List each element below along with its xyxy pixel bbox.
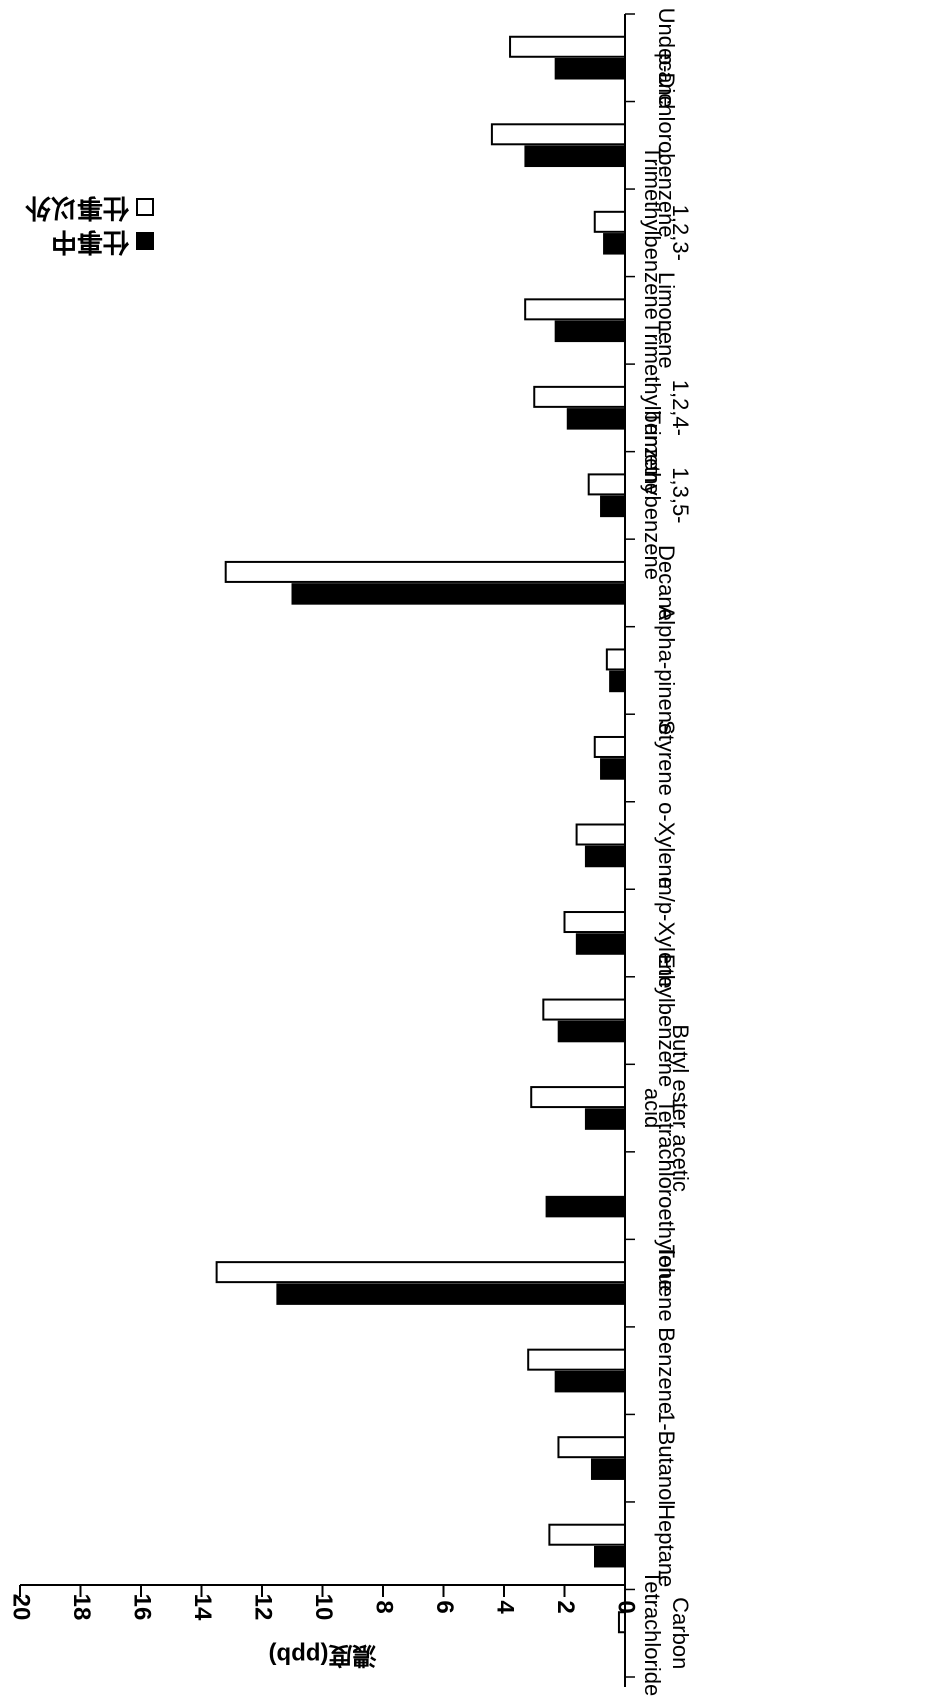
bar-series-2 [542,998,626,1021]
bar-series-2 [224,560,626,583]
bar-series-2 [530,1086,626,1109]
bar-series-1 [291,583,626,605]
value-axis-title: 濃度(ppb) [269,1642,377,1670]
bar-series-1 [554,1370,626,1393]
category-label-line: 1,3,5- [668,467,693,523]
bar-series-2 [524,298,626,321]
value-tick-label: 16 [129,1594,156,1621]
bar-series-2 [593,735,626,758]
bar-series-2 [533,385,626,408]
category-label-line: Decane [654,545,679,621]
category-label-line: 1-Butanol [654,1411,679,1505]
category-label: Toluene [654,1245,679,1322]
value-tick-label: 12 [250,1594,277,1621]
category-label: 1,2,4-Trimethylbenzene [640,321,693,495]
value-tick-label: 18 [68,1594,95,1621]
legend-label-series-2: 仕事以外 [25,193,130,223]
category-label-line: Tetrachloroethylene [654,1100,679,1292]
category-label: 1,2,3-Trimethylbenzene [640,146,693,320]
bar-series-2 [215,1261,626,1284]
category-label-line: Undecane [654,8,679,108]
legend-swatch-series-2 [136,198,154,216]
bar-series-2 [593,210,626,233]
bar-series-2 [509,35,626,58]
bar-series-1 [575,933,626,955]
category-label: Ethylbenzene [654,954,679,1087]
bar-series-2 [490,123,626,146]
bar-series-1 [276,1283,626,1305]
bar-series-2 [563,911,626,934]
category-label-line: Ethylbenzene [654,954,679,1087]
category-label-line: Trimethylbenzene [640,146,665,320]
value-tick-label: 14 [189,1594,216,1621]
category-label-line: Trimethybenzene [640,411,665,580]
bar-series-1 [594,1545,626,1568]
category-label-line: acid [640,1088,665,1128]
legend-swatch-series-1 [136,232,154,250]
bar-series-1 [554,320,626,343]
bar-series-2 [575,823,626,846]
value-tick-label: 8 [371,1600,398,1613]
category-label: 1,3,5-Trimethybenzene [640,411,693,580]
bar-series-1 [600,758,626,780]
bar-series-2 [548,1523,626,1546]
bar-series-2 [617,1611,626,1634]
category-label: 1-Butanol [654,1411,679,1505]
value-tick-label: 2 [552,1600,579,1613]
category-label: Undecane [654,8,679,108]
category-label-line: o-Xylene [654,802,679,889]
category-label-line: Carbon [668,1597,693,1669]
category-label: Styrene [654,720,679,796]
value-tick-label: 4 [492,1600,519,1614]
category-label-line: 1,2,4- [668,380,693,436]
bar-series-1 [600,495,626,518]
category-label-line: Alpha-pinene [654,606,679,736]
bar-series-1 [524,145,626,168]
category-label-line: Trimethylbenzene [640,321,665,495]
category-label-line: Benzene [654,1327,679,1414]
value-tick-label: 10 [310,1594,337,1621]
value-tick-label: 0 [613,1600,640,1613]
category-label-line: Tetrachloride [640,1570,665,1696]
bar-series-1 [584,845,626,868]
bar-series-1 [584,1108,626,1130]
bar-series-2 [605,648,626,671]
bar-series-2 [527,1348,626,1371]
bar-series-1 [554,58,626,80]
category-label-line: Limonene [654,272,679,369]
bar-series-1 [557,1020,626,1043]
legend-label-series-1: 仕事中 [51,227,130,257]
value-tick-label: 6 [431,1600,458,1613]
bar-series-2 [587,473,626,496]
category-label: o-Xylene [654,802,679,889]
category-label: m/p-Xylene [654,877,679,988]
category-label-line: Styrene [654,720,679,796]
bar-series-1 [545,1195,626,1218]
category-label-line: Butyl ester acetic [668,1024,693,1192]
category-label-line: m/p-Xylene [654,877,679,988]
category-label: p-Dichlorobenzene [654,53,679,238]
category-label-line: 1,2,3- [668,205,693,261]
category-label: Tetrachloroethylene [654,1100,679,1292]
bar-series-1 [603,233,626,255]
category-label-line: Toluene [654,1245,679,1322]
bar-series-1 [590,1458,626,1480]
bar-series-1 [609,670,626,693]
value-tick-label: 20 [8,1594,35,1621]
category-label: Decane [654,545,679,621]
category-label-line: p-Dichlorobenzene [654,53,679,238]
category-label: Limonene [654,272,679,369]
bar-series-1 [566,408,626,430]
category-label: Heptane [654,1504,679,1587]
bar-series-2 [557,1436,626,1459]
category-label: Benzene [654,1327,679,1414]
category-label-line: Heptane [654,1504,679,1587]
category-label: Alpha-pinene [654,606,679,736]
